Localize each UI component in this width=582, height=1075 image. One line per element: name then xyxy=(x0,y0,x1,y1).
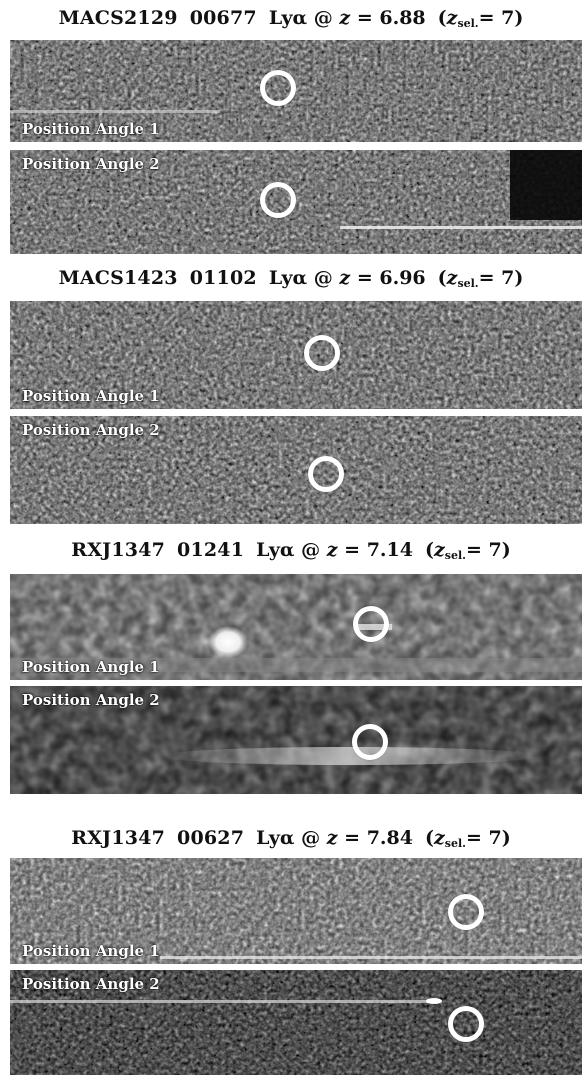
object-title-2: MACS1423 01102 Lyα @ z = 6.96 (zsel.= 7) xyxy=(0,266,582,296)
line-label: Lyα @ xyxy=(256,827,321,849)
z-symbol: z xyxy=(339,7,351,29)
redshift-value: = 7.14 xyxy=(344,539,413,561)
position-angle-label: Position Angle 2 xyxy=(22,691,160,709)
spectrum-panel-obj1-pa1: Position Angle 1 xyxy=(10,40,582,142)
z-sel: (zsel.= 7) xyxy=(437,267,524,290)
position-angle-label: Position Angle 1 xyxy=(22,942,160,960)
z-sel: (zsel.= 7) xyxy=(437,7,524,30)
spectrum-panel-obj1-pa2: Position Angle 2 xyxy=(10,150,582,254)
spectrum-image xyxy=(10,574,582,680)
object-id: 01102 xyxy=(189,267,257,289)
spectrum-panel-obj3-pa2: Position Angle 2 xyxy=(10,686,582,794)
position-angle-label: Position Angle 2 xyxy=(22,155,160,173)
spectrum-image xyxy=(10,686,582,794)
redshift-value: = 7.84 xyxy=(344,827,413,849)
target-marker-circle xyxy=(353,606,389,642)
target-marker-circle xyxy=(448,1006,484,1042)
z-sel: (zsel.= 7) xyxy=(424,827,511,850)
position-angle-label: Position Angle 2 xyxy=(22,975,160,993)
z-symbol: z xyxy=(326,539,338,561)
object-title-4: RXJ1347 00627 Lyα @ z = 7.84 (zsel.= 7) xyxy=(0,826,582,856)
spectrum-panel-obj3-pa1: Position Angle 1 xyxy=(10,574,582,680)
target-marker-circle xyxy=(260,182,296,218)
spectrum-image xyxy=(10,40,582,142)
field-name: MACS1423 xyxy=(58,267,178,289)
position-angle-label: Position Angle 1 xyxy=(22,658,160,676)
object-id: 00677 xyxy=(189,7,257,29)
object-title-1: MACS2129 00677 Lyα @ z = 6.88 (zsel.= 7) xyxy=(0,6,582,36)
spectrum-panel-obj2-pa1: Position Angle 1 xyxy=(10,301,582,409)
object-title-3: RXJ1347 01241 Lyα @ z = 7.14 (zsel.= 7) xyxy=(0,538,582,568)
redshift-value: = 6.96 xyxy=(356,267,426,289)
spectrum-image xyxy=(10,416,582,524)
line-label: Lyα @ xyxy=(268,267,333,289)
z-symbol: z xyxy=(326,827,338,849)
object-id: 01241 xyxy=(177,539,245,561)
target-marker-circle xyxy=(304,335,340,371)
position-angle-label: Position Angle 2 xyxy=(22,421,160,439)
field-name: RXJ1347 xyxy=(71,827,166,849)
object-id: 00627 xyxy=(177,827,245,849)
z-symbol: z xyxy=(339,267,351,289)
field-name: RXJ1347 xyxy=(71,539,166,561)
line-label: Lyα @ xyxy=(268,7,333,29)
target-marker-circle xyxy=(308,456,344,492)
spectrum-image xyxy=(10,150,582,254)
target-marker-circle xyxy=(260,70,296,106)
spectrum-image xyxy=(10,301,582,409)
spectrum-image xyxy=(10,970,582,1075)
redshift-value: = 6.88 xyxy=(356,7,426,29)
z-sel: (zsel.= 7) xyxy=(424,539,511,562)
field-name: MACS2129 xyxy=(58,7,178,29)
spectrum-panel-obj2-pa2: Position Angle 2 xyxy=(10,416,582,524)
spectrum-panel-obj4-pa2: Position Angle 2 xyxy=(10,970,582,1075)
spectrum-panel-obj4-pa1: Position Angle 1 xyxy=(10,858,582,964)
line-label: Lyα @ xyxy=(256,539,321,561)
target-marker-circle xyxy=(352,724,388,760)
spectrum-image xyxy=(10,858,582,964)
position-angle-label: Position Angle 1 xyxy=(22,120,160,138)
position-angle-label: Position Angle 1 xyxy=(22,387,160,405)
target-marker-circle xyxy=(448,894,484,930)
